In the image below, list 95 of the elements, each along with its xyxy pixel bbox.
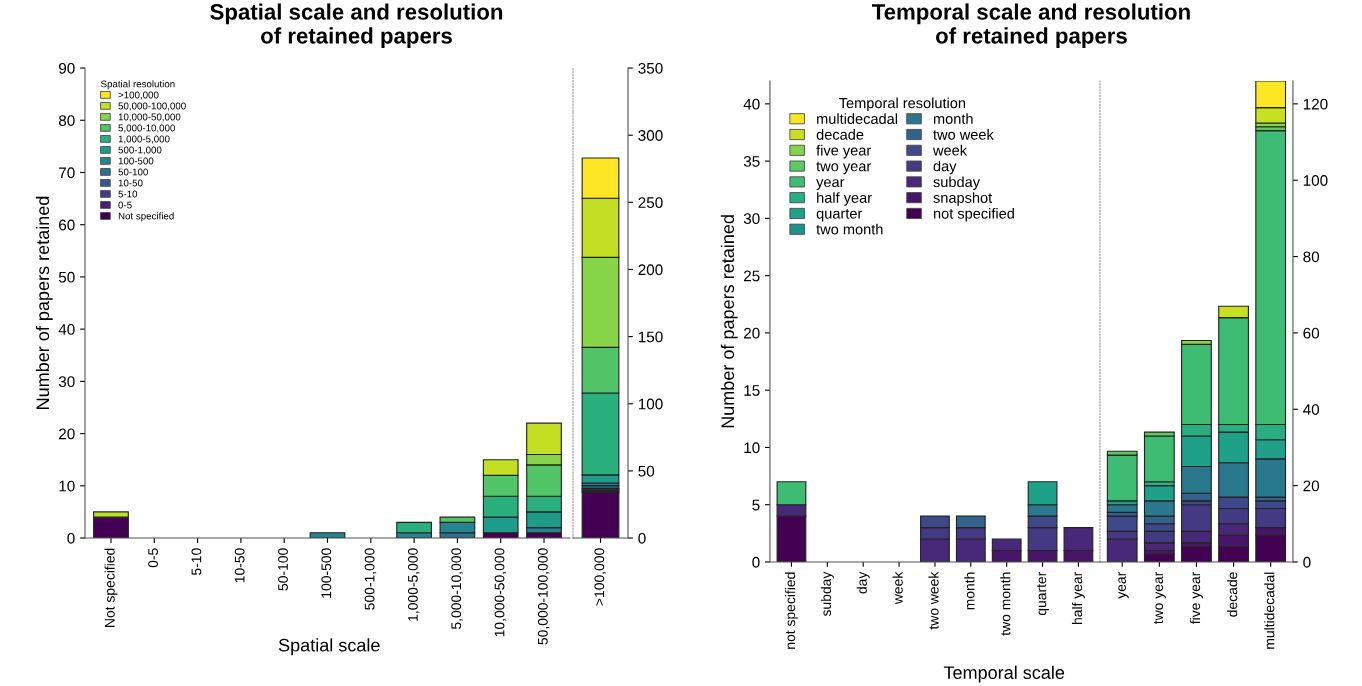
x-tick-label: quarter (1037, 571, 1050, 616)
legend-label: week (932, 144, 968, 156)
x-tick-label: Not specified (104, 548, 118, 627)
x-tick-label: 100-500 (321, 548, 332, 598)
x-tick-label: two week (928, 571, 939, 630)
y-tick-label: 50 (638, 465, 655, 477)
legend-label: multidecadal (817, 113, 898, 124)
y-tick-label: 250 (638, 197, 663, 209)
x-tick-label: month (964, 572, 975, 610)
y-tick-label: 0 (752, 556, 760, 568)
legend-label: two month (816, 223, 883, 235)
y-tick-label: 10 (744, 442, 760, 454)
y-tick-label: 0 (638, 532, 646, 544)
legend-label: two week (933, 129, 994, 140)
legend-label: >100,000 (118, 91, 159, 100)
x-tick-label: two month (1000, 572, 1011, 636)
x-tick-label: 1,000-5,000 (407, 548, 420, 621)
x-tick-label: 5,000-10,000 (451, 548, 463, 630)
y-tick-label: 100 (1303, 175, 1328, 186)
y-tick-label: 100 (638, 398, 663, 410)
y-tick-label: 350 (638, 62, 663, 74)
y-tick-label: 0 (1303, 556, 1311, 568)
legend-label: 10-50 (118, 179, 143, 187)
legend-label: 50,000-100,000 (118, 102, 186, 111)
x-tick-label: decade (1227, 572, 1238, 617)
x-tick-label: year (1118, 571, 1129, 599)
x-tick-label: two year (1153, 571, 1166, 624)
x-tick-label: not specified (784, 572, 798, 649)
legend-label: 5-10 (118, 190, 138, 198)
legend-label: 50-100 (118, 168, 148, 176)
legend-title: Temporal resolution (839, 97, 966, 112)
legend-label: half year (817, 192, 872, 206)
y-tick-label: 10 (59, 480, 75, 492)
x-tick-label: 0-5 (148, 548, 158, 568)
y-axis-title: Number of papers retained (35, 196, 53, 409)
y-tick-label: 20 (59, 428, 75, 440)
legend-label: two year (816, 161, 871, 175)
x-tick-label: multidecadal (1264, 572, 1275, 649)
y-tick-label: 70 (59, 167, 75, 179)
y-tick-label: 90 (58, 62, 75, 74)
y-tick-label: 25 (743, 270, 760, 282)
legend-label: not specified (933, 207, 1014, 222)
legend-label: decade (816, 129, 864, 140)
x-tick-label: half year (1071, 571, 1085, 624)
y-tick-label: 40 (1303, 404, 1320, 415)
y-tick-label: 20 (1303, 480, 1320, 492)
x-tick-label: 500-1,000 (364, 548, 377, 610)
legend-label: 10,000-50,000 (118, 113, 181, 122)
x-tick-label: week (892, 571, 903, 605)
x-axis-title: Spatial scale (278, 638, 380, 656)
y-tick-label: 80 (58, 115, 75, 126)
chart-title: Spatial scale and resolution of retained papers (210, 3, 503, 49)
x-tick-label: 50-100 (278, 548, 288, 591)
y-tick-label: 60 (1303, 327, 1320, 339)
x-tick-label: >100,000 (594, 548, 606, 606)
legend-label: 5,000-10,000 (118, 124, 175, 133)
y-tick-label: 15 (744, 385, 760, 396)
x-tick-label: subday (820, 571, 834, 617)
chart-title: Temporal scale and resolution of retained papers (871, 3, 1190, 49)
y-tick-label: 60 (59, 219, 75, 231)
y-tick-label: 80 (1303, 251, 1320, 263)
x-tick-label: 50,000-100,000 (537, 548, 550, 645)
legend-label: subday (933, 176, 980, 191)
y-tick-label: 35 (743, 155, 760, 167)
legend-label: 100-500 (118, 157, 154, 165)
y-tick-label: 20 (743, 327, 760, 339)
x-axis-title: Temporal scale (943, 665, 1065, 683)
y-tick-label: 30 (743, 213, 760, 225)
y-tick-label: 120 (1303, 98, 1328, 110)
legend-label: 0-5 (118, 201, 132, 209)
y-tick-label: 0 (67, 532, 75, 544)
legend-label: day (933, 160, 957, 175)
y-tick-label: 50 (58, 271, 75, 283)
y-tick-label: 40 (58, 324, 75, 335)
y-axis-title: Number of papers retained (720, 215, 738, 428)
legend-label: snapshot (933, 192, 993, 206)
legend-label: month (933, 113, 973, 124)
y-tick-label: 5 (752, 499, 760, 511)
x-tick-label: 10-50 (234, 548, 245, 583)
y-tick-label: 300 (638, 130, 663, 141)
y-tick-label: 40 (743, 98, 760, 110)
y-tick-label: 150 (638, 331, 663, 343)
x-tick-label: day (856, 571, 870, 594)
legend-label: Not specified (118, 212, 174, 222)
legend-title: Spatial resolution (100, 80, 175, 90)
legend-label: five year (816, 144, 871, 159)
x-tick-label: 5-10 (191, 548, 202, 575)
x-tick-label: five year (1189, 571, 1203, 624)
legend-label: 1,000-5,000 (118, 135, 170, 144)
legend-label: quarter (816, 209, 863, 222)
legend-label: 500-1,000 (118, 146, 162, 155)
y-tick-label: 30 (58, 376, 75, 388)
y-tick-label: 200 (638, 264, 663, 276)
legend-label: year (816, 179, 845, 191)
x-tick-label: 10,000-50,000 (494, 548, 507, 637)
